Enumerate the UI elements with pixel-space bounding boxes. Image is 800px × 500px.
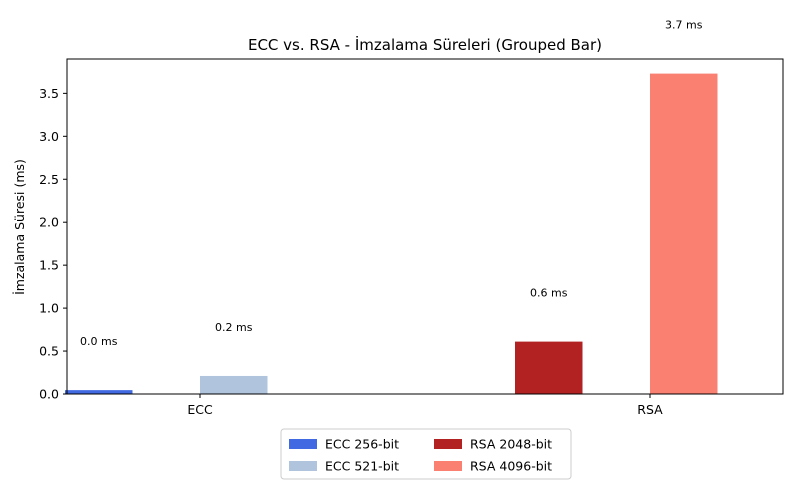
legend-swatch — [434, 461, 462, 471]
plot-area: 0.0 ms 0.2 ms 0.6 ms 3.7 ms 0.0 0.5 1.0 1.5 2.0 2… — [39, 19, 784, 417]
bar-ecc-521-bit — [200, 375, 268, 394]
y-tick-label: 3.5 — [39, 86, 59, 101]
x-tick-label: RSA — [637, 402, 663, 417]
legend-label: RSA 2048-bit — [470, 437, 552, 452]
axes-frame — [66, 58, 784, 395]
data-label: 0.0 ms — [80, 335, 118, 348]
legend-swatch — [289, 439, 317, 449]
data-label: 0.6 ms — [530, 287, 568, 300]
data-label: 3.7 ms — [665, 19, 703, 32]
data-label: 0.2 ms — [215, 321, 253, 334]
bar-ecc-256-bit — [65, 390, 133, 394]
legend-label: ECC 521-bit — [325, 459, 399, 474]
y-tick-label: 0.5 — [39, 344, 59, 359]
legend-label: ECC 256-bit — [325, 437, 399, 452]
chart-title: ECC vs. RSA - İmzalama Süreleri (Grouped… — [248, 35, 602, 54]
x-tick-label: ECC — [187, 402, 213, 417]
y-tick-label: 2.0 — [39, 215, 59, 230]
legend-box — [280, 428, 572, 480]
legend-swatch — [289, 461, 317, 471]
y-tick-label: 3.0 — [39, 129, 59, 144]
y-tick-label: 1.5 — [39, 258, 59, 273]
bar-rsa-2048-bit — [515, 341, 583, 394]
y-tick-label: 1.0 — [39, 301, 59, 316]
y-axis-label: İmzalama Süresi (ms) — [12, 159, 27, 295]
legend-label: RSA 4096-bit — [470, 459, 552, 474]
y-tick-label: 2.5 — [39, 172, 59, 187]
bar-rsa-4096-bit — [650, 73, 718, 394]
legend: ECC 256-bit ECC 521-bit RSA 2048-bit RSA 40… — [280, 428, 572, 480]
legend-swatch — [434, 439, 462, 449]
y-tick-label: 0.0 — [39, 387, 59, 402]
